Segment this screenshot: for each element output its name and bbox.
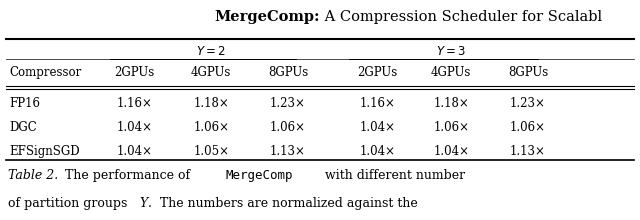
Text: A Compression Scheduler for Scalabl: A Compression Scheduler for Scalabl bbox=[320, 10, 602, 24]
Text: 1.04×: 1.04× bbox=[116, 145, 152, 158]
Text: with different number: with different number bbox=[321, 169, 465, 182]
Text: 1.23×: 1.23× bbox=[510, 97, 546, 110]
Text: 1.23×: 1.23× bbox=[270, 97, 306, 110]
Text: 1.04×: 1.04× bbox=[116, 121, 152, 134]
Text: $Y = 3$: $Y = 3$ bbox=[436, 45, 467, 58]
Text: 2GPUs: 2GPUs bbox=[115, 66, 154, 79]
Text: 1.06×: 1.06× bbox=[193, 121, 229, 134]
Text: The performance of: The performance of bbox=[61, 169, 194, 182]
Text: 1.06×: 1.06× bbox=[433, 121, 469, 134]
Text: $Y = 2$: $Y = 2$ bbox=[196, 45, 226, 58]
Text: 1.13×: 1.13× bbox=[510, 145, 546, 158]
Text: 1.06×: 1.06× bbox=[270, 121, 306, 134]
Text: 8GPUs: 8GPUs bbox=[268, 66, 308, 79]
Text: 1.16×: 1.16× bbox=[360, 97, 396, 110]
Text: 1.04×: 1.04× bbox=[360, 145, 396, 158]
Text: FP16: FP16 bbox=[10, 97, 40, 110]
Text: 1.18×: 1.18× bbox=[433, 97, 469, 110]
Text: .  The numbers are normalized against the: . The numbers are normalized against the bbox=[148, 197, 418, 210]
Text: 4GPUs: 4GPUs bbox=[191, 66, 232, 79]
Text: 1.13×: 1.13× bbox=[270, 145, 306, 158]
Text: Table 2.: Table 2. bbox=[8, 169, 58, 182]
Text: Compressor: Compressor bbox=[10, 66, 82, 79]
Text: 4GPUs: 4GPUs bbox=[431, 66, 472, 79]
Text: 1.06×: 1.06× bbox=[510, 121, 546, 134]
Text: 8GPUs: 8GPUs bbox=[508, 66, 548, 79]
Text: 1.16×: 1.16× bbox=[116, 97, 152, 110]
Text: EFSignSGD: EFSignSGD bbox=[10, 145, 80, 158]
Text: 1.05×: 1.05× bbox=[193, 145, 229, 158]
Text: 1.18×: 1.18× bbox=[193, 97, 229, 110]
Text: 2GPUs: 2GPUs bbox=[358, 66, 397, 79]
Text: 1.04×: 1.04× bbox=[433, 145, 469, 158]
Text: DGC: DGC bbox=[10, 121, 37, 134]
Text: MergeComp:: MergeComp: bbox=[214, 10, 320, 24]
Text: 1.04×: 1.04× bbox=[360, 121, 396, 134]
Text: of partition groups: of partition groups bbox=[8, 197, 131, 210]
Text: Y: Y bbox=[139, 197, 147, 210]
Text: MergeComp: MergeComp bbox=[225, 169, 292, 182]
